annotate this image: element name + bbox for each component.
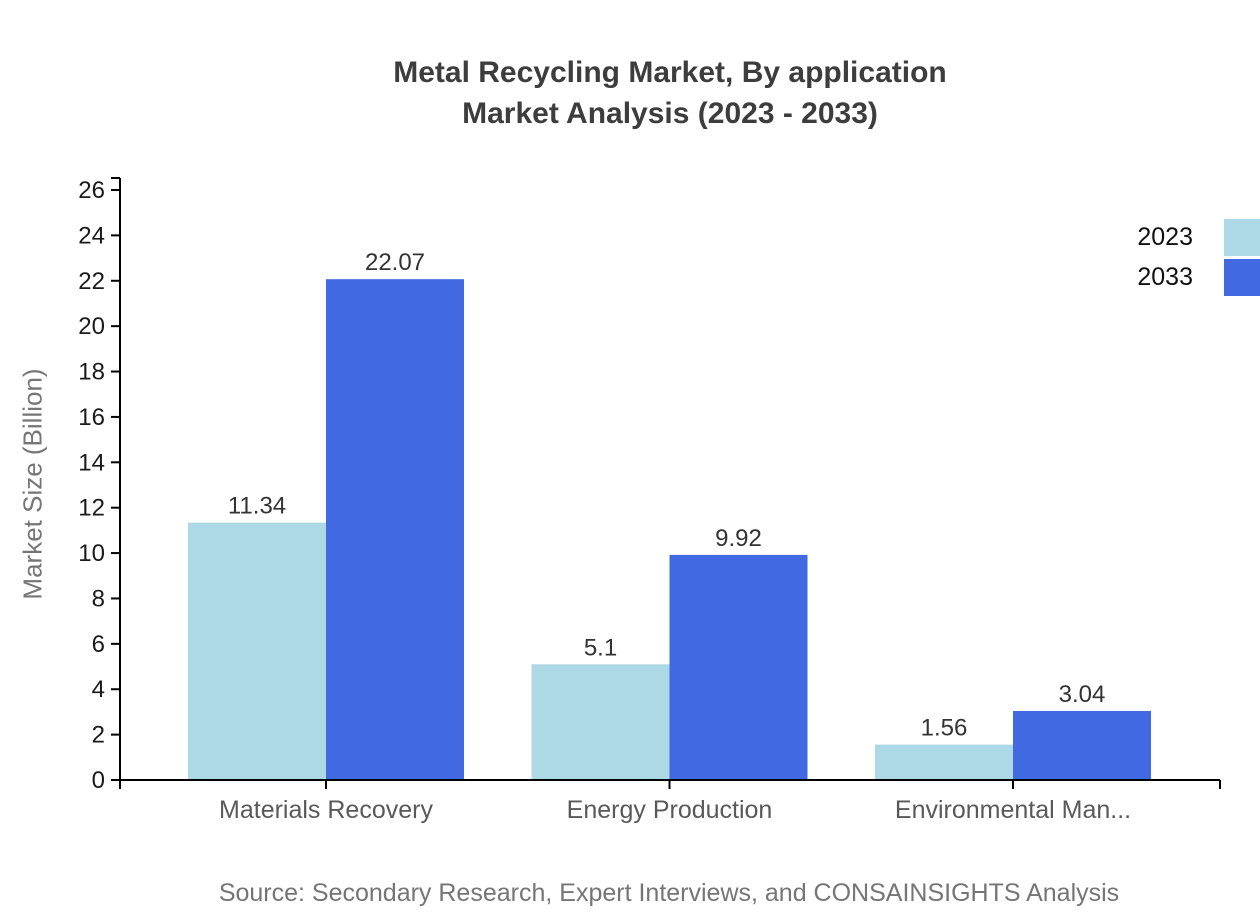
bar-2023-2[interactable] bbox=[875, 744, 1013, 780]
y-axis-tick-label: 8 bbox=[92, 585, 105, 612]
y-axis-tick-label: 22 bbox=[78, 268, 105, 295]
source-note: Source: Secondary Research, Expert Inter… bbox=[218, 879, 1120, 907]
y-axis-tick-label: 24 bbox=[78, 222, 105, 249]
chart-title-line1: Metal Recycling Market, By application bbox=[393, 56, 947, 89]
bar-value-label: 1.56 bbox=[921, 715, 968, 742]
bar-2023-1[interactable] bbox=[531, 664, 670, 780]
legend-swatch-2033 bbox=[1224, 259, 1260, 296]
y-axis-tick-label: 6 bbox=[92, 631, 105, 658]
bar-2023-0[interactable] bbox=[188, 522, 326, 780]
bar-2033-1[interactable] bbox=[669, 554, 808, 780]
y-axis-tick-label: 2 bbox=[92, 722, 105, 749]
chart-title-line2: Market Analysis (2023 - 2033) bbox=[462, 97, 878, 130]
x-axis-category-label: Materials Recovery bbox=[219, 796, 433, 824]
y-axis-tick-label: 20 bbox=[78, 313, 105, 340]
bar-value-label: 9.92 bbox=[715, 525, 762, 552]
bar-value-label: 11.34 bbox=[228, 493, 286, 520]
bar-value-label: 3.04 bbox=[1059, 681, 1106, 708]
y-axis-tick-label: 26 bbox=[78, 177, 105, 204]
bar-value-label: 5.1 bbox=[584, 634, 617, 661]
y-axis-tick-label: 0 bbox=[92, 767, 105, 794]
legend-label-2023: 2023 bbox=[1137, 223, 1193, 251]
y-axis-tick-label: 4 bbox=[92, 676, 105, 703]
y-axis-tick-label: 18 bbox=[78, 359, 105, 386]
legend-item-2033[interactable]: 2033 bbox=[1137, 259, 1260, 296]
y-axis-tick-label: 14 bbox=[78, 449, 105, 476]
chart-title: Metal Recycling Market, By application M… bbox=[40, 52, 1260, 134]
legend-label-2033: 2033 bbox=[1137, 263, 1193, 291]
bar-value-label: 22.07 bbox=[365, 249, 425, 276]
bar-2033-0[interactable] bbox=[326, 279, 464, 780]
y-axis-tick-label: 16 bbox=[78, 404, 105, 431]
y-axis-tick-label: 10 bbox=[78, 540, 105, 567]
legend-item-2023[interactable]: 2023 bbox=[1137, 219, 1260, 256]
legend-swatch-2023 bbox=[1224, 219, 1260, 256]
legend: 2023 2033 bbox=[1137, 219, 1260, 299]
bar-2033-2[interactable] bbox=[1013, 711, 1151, 780]
x-axis-category-label: Energy Production bbox=[567, 796, 773, 824]
x-axis-category-label: Environmental Man... bbox=[895, 796, 1131, 824]
y-axis-tick-label: 12 bbox=[78, 495, 105, 522]
